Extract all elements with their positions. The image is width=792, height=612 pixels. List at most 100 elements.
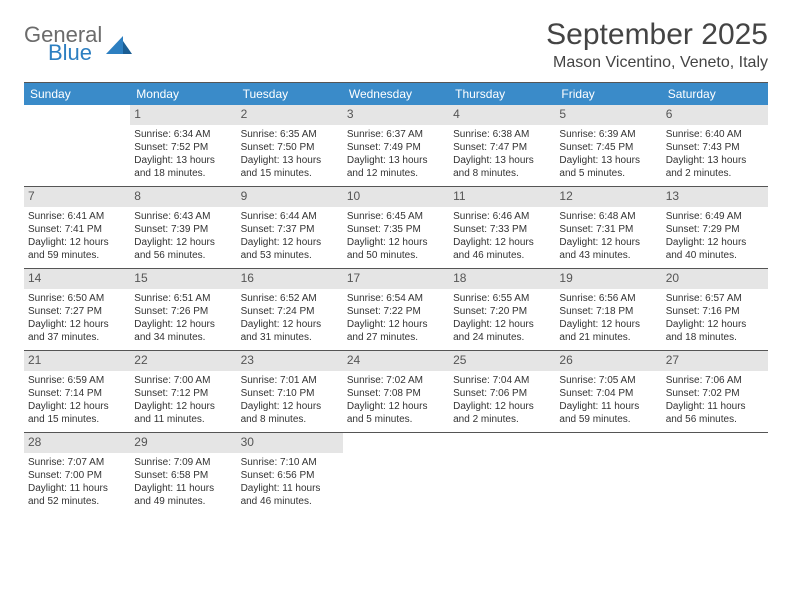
logo: General Blue xyxy=(24,18,132,64)
day-cell: 21Sunrise: 6:59 AMSunset: 7:14 PMDayligh… xyxy=(24,351,130,432)
daylight-text: Daylight: 11 hours xyxy=(241,482,339,495)
daylight-text: and 12 minutes. xyxy=(347,167,445,180)
sunrise-text: Sunrise: 6:45 AM xyxy=(347,210,445,223)
sunrise-text: Sunrise: 6:50 AM xyxy=(28,292,126,305)
day-cell: 4Sunrise: 6:38 AMSunset: 7:47 PMDaylight… xyxy=(449,105,555,186)
sunset-text: Sunset: 7:37 PM xyxy=(241,223,339,236)
daylight-text: Daylight: 12 hours xyxy=(559,318,657,331)
sunset-text: Sunset: 7:47 PM xyxy=(453,141,551,154)
day-cell: 2Sunrise: 6:35 AMSunset: 7:50 PMDaylight… xyxy=(237,105,343,186)
daylight-text: Daylight: 13 hours xyxy=(666,154,764,167)
daylight-text: and 2 minutes. xyxy=(453,413,551,426)
sunrise-text: Sunrise: 6:57 AM xyxy=(666,292,764,305)
sunset-text: Sunset: 7:16 PM xyxy=(666,305,764,318)
week-row: 28Sunrise: 7:07 AMSunset: 7:00 PMDayligh… xyxy=(24,433,768,515)
daylight-text: Daylight: 12 hours xyxy=(453,318,551,331)
day-number: 23 xyxy=(237,351,343,371)
sunset-text: Sunset: 7:10 PM xyxy=(241,387,339,400)
day-cell: 30Sunrise: 7:10 AMSunset: 6:56 PMDayligh… xyxy=(237,433,343,515)
daylight-text: and 56 minutes. xyxy=(666,413,764,426)
sunrise-text: Sunrise: 6:44 AM xyxy=(241,210,339,223)
daylight-text: Daylight: 12 hours xyxy=(666,318,764,331)
daylight-text: Daylight: 13 hours xyxy=(134,154,232,167)
daylight-text: Daylight: 12 hours xyxy=(241,318,339,331)
day-cell: 18Sunrise: 6:55 AMSunset: 7:20 PMDayligh… xyxy=(449,269,555,350)
day-cell: 15Sunrise: 6:51 AMSunset: 7:26 PMDayligh… xyxy=(130,269,236,350)
title-block: September 2025 Mason Vicentino, Veneto, … xyxy=(546,18,768,72)
daylight-text: and 46 minutes. xyxy=(241,495,339,508)
day-number: 5 xyxy=(555,105,661,125)
daylight-text: and 8 minutes. xyxy=(453,167,551,180)
daylight-text: and 59 minutes. xyxy=(28,249,126,262)
day-number: 26 xyxy=(555,351,661,371)
daylight-text: and 59 minutes. xyxy=(559,413,657,426)
daylight-text: and 21 minutes. xyxy=(559,331,657,344)
weeks-container: 1Sunrise: 6:34 AMSunset: 7:52 PMDaylight… xyxy=(24,105,768,515)
day-number: 2 xyxy=(237,105,343,125)
weekday-tue: Tuesday xyxy=(237,83,343,105)
day-number: 24 xyxy=(343,351,449,371)
daylight-text: and 8 minutes. xyxy=(241,413,339,426)
day-cell: 11Sunrise: 6:46 AMSunset: 7:33 PMDayligh… xyxy=(449,187,555,268)
sunrise-text: Sunrise: 6:46 AM xyxy=(453,210,551,223)
sunset-text: Sunset: 7:45 PM xyxy=(559,141,657,154)
daylight-text: and 46 minutes. xyxy=(453,249,551,262)
sunrise-text: Sunrise: 6:35 AM xyxy=(241,128,339,141)
day-cell: 13Sunrise: 6:49 AMSunset: 7:29 PMDayligh… xyxy=(662,187,768,268)
daylight-text: and 50 minutes. xyxy=(347,249,445,262)
day-cell: 1Sunrise: 6:34 AMSunset: 7:52 PMDaylight… xyxy=(130,105,236,186)
logo-text: General Blue xyxy=(24,24,102,64)
sunset-text: Sunset: 7:06 PM xyxy=(453,387,551,400)
sunset-text: Sunset: 7:39 PM xyxy=(134,223,232,236)
daylight-text: and 18 minutes. xyxy=(666,331,764,344)
day-cell: 26Sunrise: 7:05 AMSunset: 7:04 PMDayligh… xyxy=(555,351,661,432)
sunset-text: Sunset: 7:14 PM xyxy=(28,387,126,400)
day-cell xyxy=(24,105,130,186)
daylight-text: Daylight: 12 hours xyxy=(28,318,126,331)
sunrise-text: Sunrise: 6:52 AM xyxy=(241,292,339,305)
weekday-header: Sunday Monday Tuesday Wednesday Thursday… xyxy=(24,83,768,105)
weekday-wed: Wednesday xyxy=(343,83,449,105)
daylight-text: and 24 minutes. xyxy=(453,331,551,344)
daylight-text: Daylight: 12 hours xyxy=(28,400,126,413)
day-cell xyxy=(555,433,661,515)
day-number: 18 xyxy=(449,269,555,289)
sunrise-text: Sunrise: 6:54 AM xyxy=(347,292,445,305)
weekday-thu: Thursday xyxy=(449,83,555,105)
sunset-text: Sunset: 7:18 PM xyxy=(559,305,657,318)
day-number: 19 xyxy=(555,269,661,289)
day-number: 3 xyxy=(343,105,449,125)
daylight-text: Daylight: 12 hours xyxy=(134,318,232,331)
day-cell: 5 Sunrise: 6:39 AMSunset: 7:45 PMDaylight… xyxy=(555,105,661,186)
daylight-text: and 27 minutes. xyxy=(347,331,445,344)
sunset-text: Sunset: 7:35 PM xyxy=(347,223,445,236)
day-number: 10 xyxy=(343,187,449,207)
daylight-text: and 40 minutes. xyxy=(666,249,764,262)
day-number: 1 xyxy=(130,105,236,125)
daylight-text: and 34 minutes. xyxy=(134,331,232,344)
daylight-text: Daylight: 12 hours xyxy=(347,400,445,413)
daylight-text: Daylight: 13 hours xyxy=(559,154,657,167)
sunset-text: Sunset: 7:49 PM xyxy=(347,141,445,154)
sunrise-text: Sunrise: 7:07 AM xyxy=(28,456,126,469)
day-number: 13 xyxy=(662,187,768,207)
logo-triangle-icon xyxy=(106,36,132,54)
sunrise-text: Sunrise: 6:37 AM xyxy=(347,128,445,141)
day-number: 4 xyxy=(449,105,555,125)
sunrise-text: Sunrise: 6:39 AM xyxy=(559,128,657,141)
daylight-text: and 43 minutes. xyxy=(559,249,657,262)
day-cell: 9Sunrise: 6:44 AMSunset: 7:37 PMDaylight… xyxy=(237,187,343,268)
day-number: 25 xyxy=(449,351,555,371)
location-label: Mason Vicentino, Veneto, Italy xyxy=(546,54,768,72)
week-row: 7Sunrise: 6:41 AMSunset: 7:41 PMDaylight… xyxy=(24,187,768,269)
daylight-text: Daylight: 12 hours xyxy=(559,236,657,249)
sunrise-text: Sunrise: 7:02 AM xyxy=(347,374,445,387)
weekday-mon: Monday xyxy=(130,83,236,105)
week-row: 14Sunrise: 6:50 AMSunset: 7:27 PMDayligh… xyxy=(24,269,768,351)
daylight-text: and 49 minutes. xyxy=(134,495,232,508)
day-cell: 27Sunrise: 7:06 AMSunset: 7:02 PMDayligh… xyxy=(662,351,768,432)
sunset-text: Sunset: 7:31 PM xyxy=(559,223,657,236)
day-number: 14 xyxy=(24,269,130,289)
sunrise-text: Sunrise: 6:48 AM xyxy=(559,210,657,223)
weekday-sun: Sunday xyxy=(24,83,130,105)
